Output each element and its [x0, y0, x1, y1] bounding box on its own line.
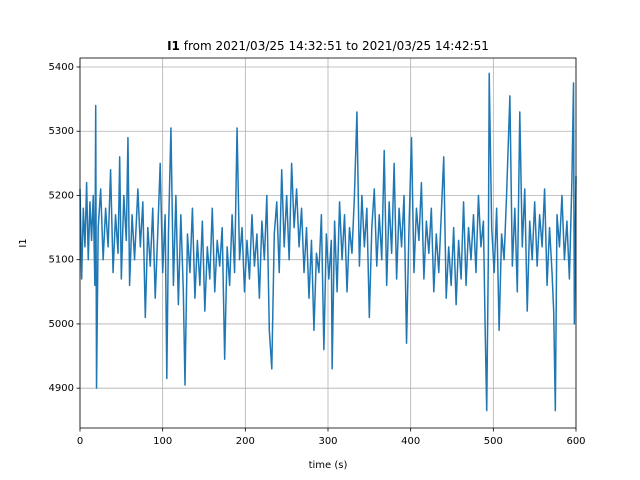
y-tick-label: 4900: [49, 383, 74, 394]
y-tick-label: 5300: [49, 126, 74, 137]
chart-title: I1 from 2021/03/25 14:32:51 to 2021/03/2…: [167, 39, 489, 53]
y-tick-label: 5200: [49, 190, 74, 201]
data-line: [79, 72, 577, 412]
x-tick-label: 600: [566, 436, 585, 447]
title-rest: from 2021/03/25 14:32:51 to 2021/03/25 1…: [184, 39, 489, 53]
y-tick-label: 5100: [49, 255, 74, 266]
x-tick-label: 100: [153, 436, 172, 447]
y-tick-label: 5000: [49, 319, 74, 330]
y-tick-label: 5400: [49, 62, 74, 73]
x-tick-label: 0: [77, 436, 83, 447]
plot-frame: [79, 57, 577, 429]
x-tick-label: 200: [236, 436, 255, 447]
x-tick-label: 500: [484, 436, 503, 447]
title-bold: I1: [167, 39, 180, 53]
x-tick-label: 400: [401, 436, 420, 447]
x-tick-label: 300: [318, 436, 337, 447]
y-axis-label: I1: [18, 238, 29, 247]
x-axis-label: time (s): [309, 460, 348, 471]
